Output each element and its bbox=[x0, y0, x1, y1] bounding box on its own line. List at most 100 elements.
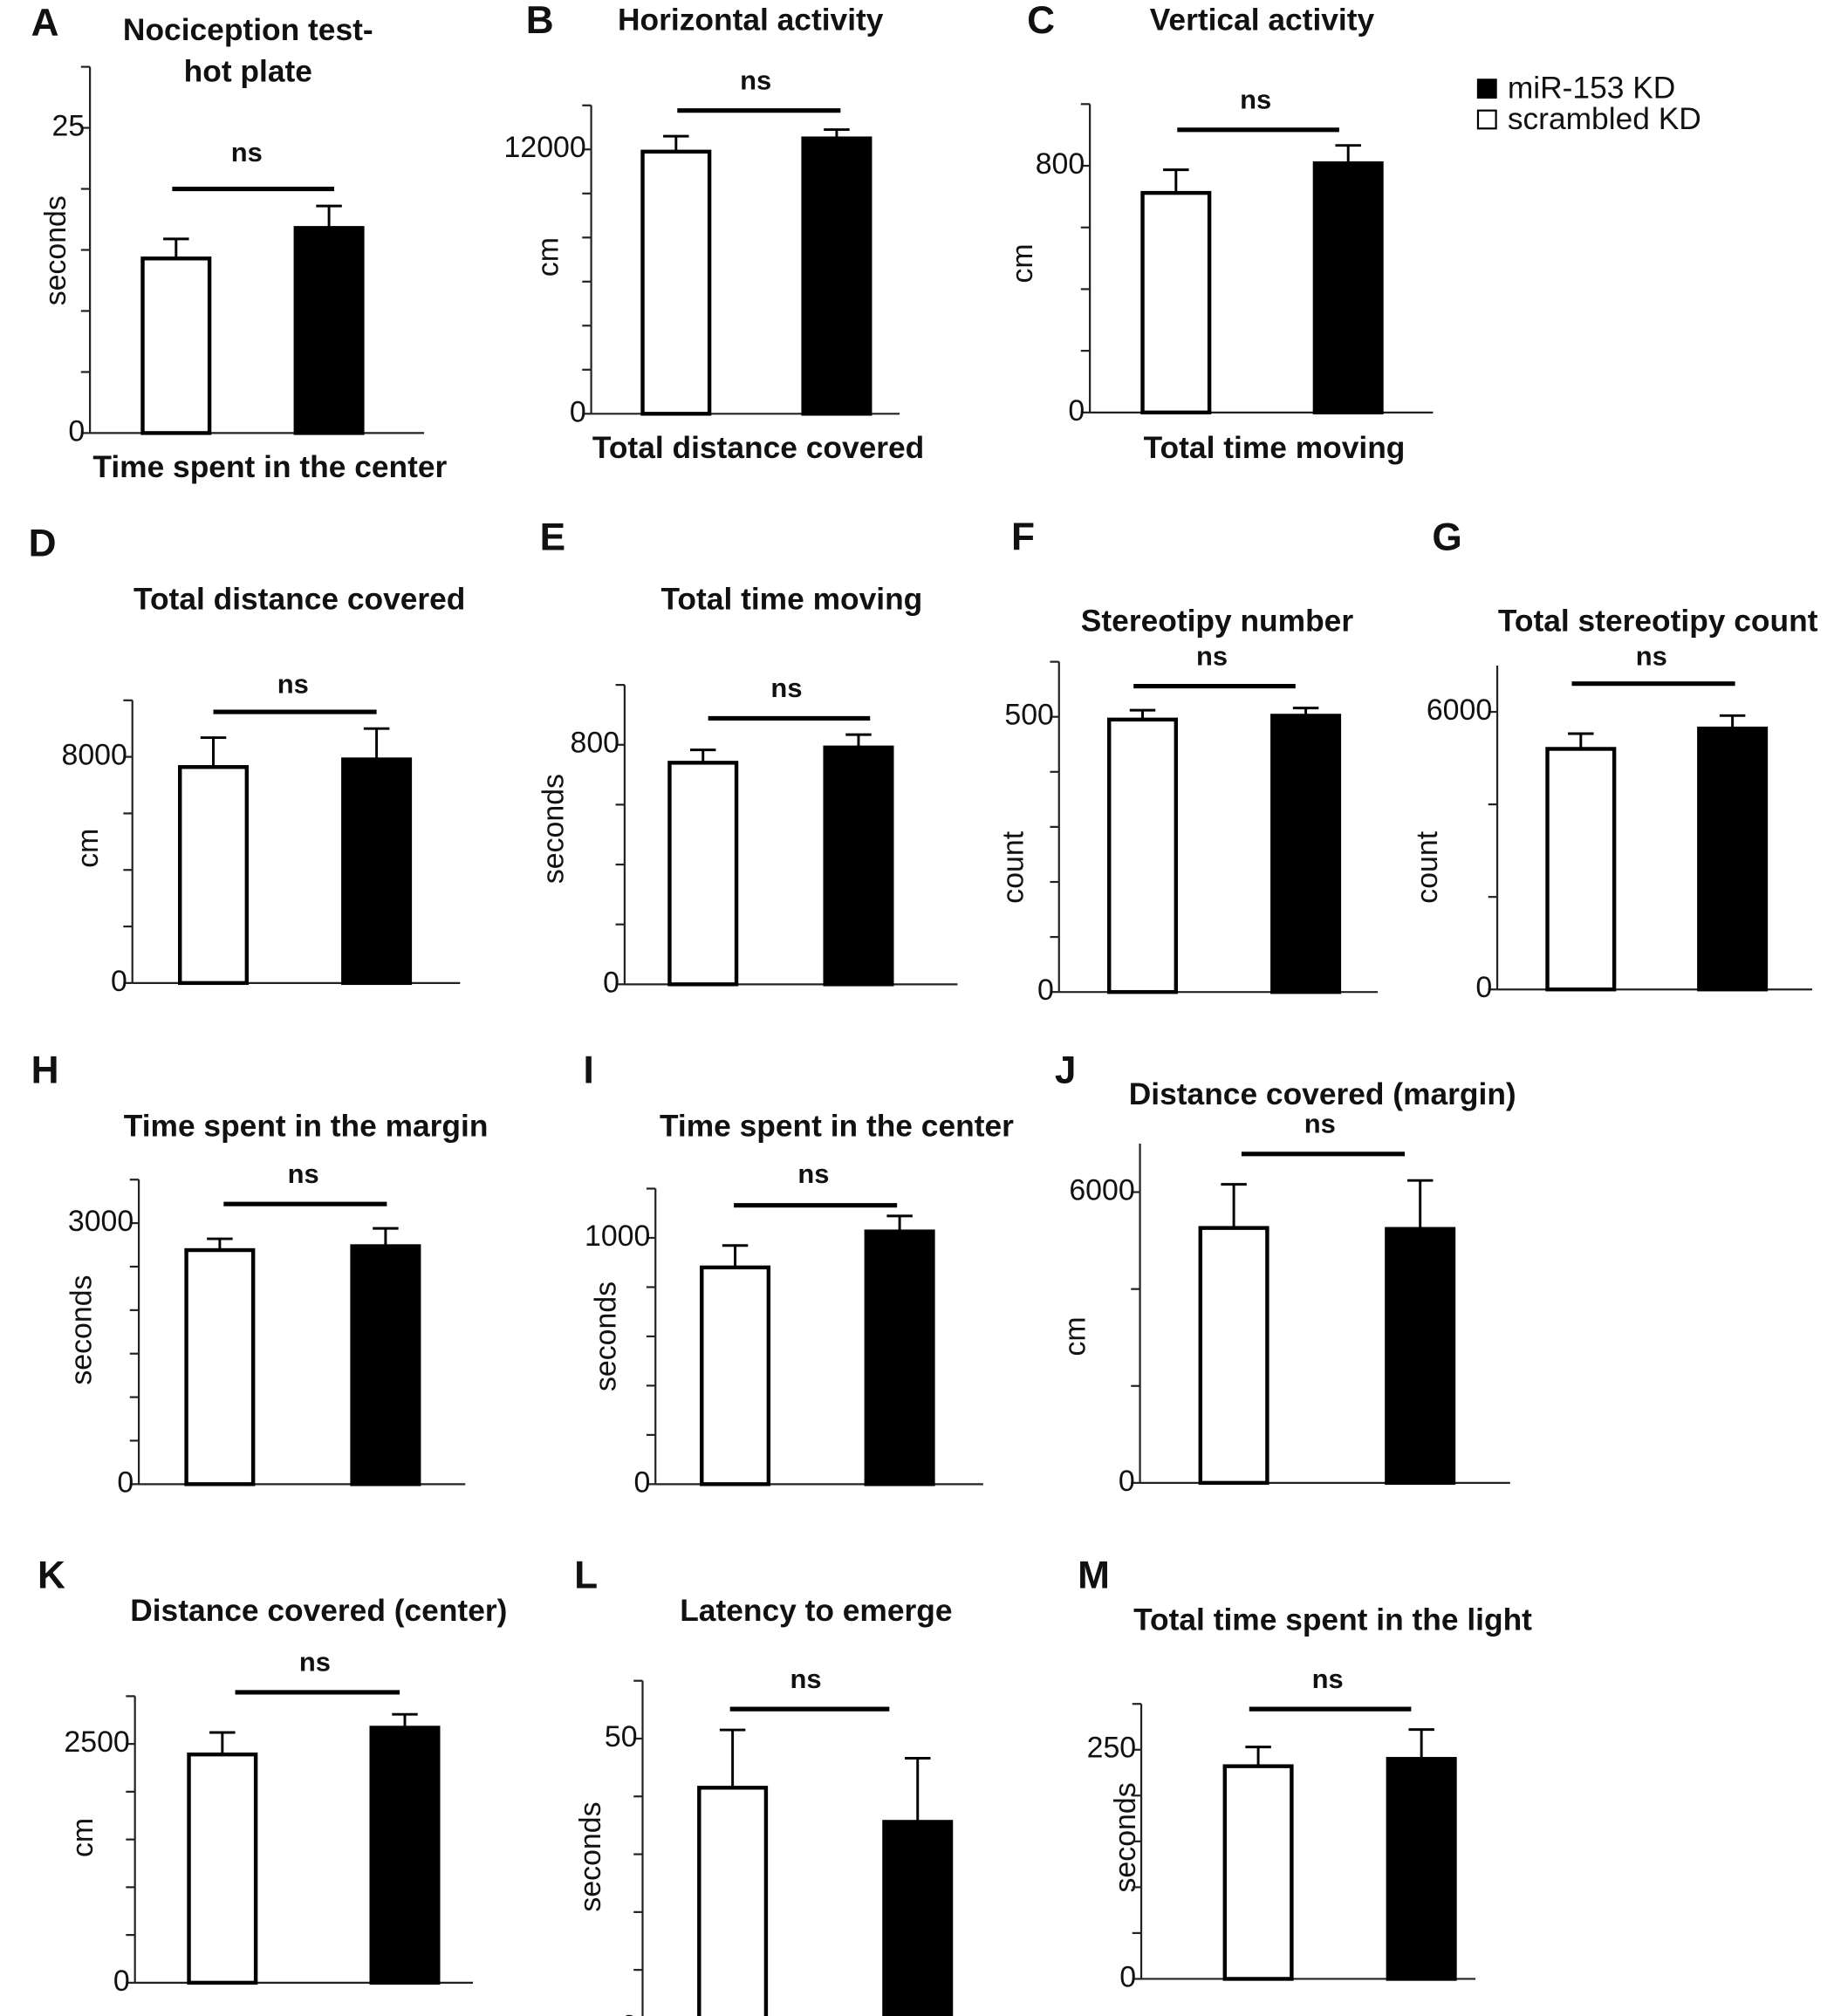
panel-letter: A bbox=[31, 2, 59, 44]
bar bbox=[823, 745, 894, 987]
y-axis-label: seconds bbox=[537, 774, 570, 884]
annotation: ns bbox=[231, 137, 263, 167]
chart-title: Stereotipy number bbox=[1081, 605, 1354, 639]
legend-label: scrambled KD bbox=[1508, 102, 1701, 136]
panel-letter: I bbox=[584, 1049, 594, 1092]
y-tick-label: 6000 bbox=[1427, 694, 1492, 727]
bar bbox=[667, 761, 739, 987]
legend-label: miR-153 KD bbox=[1508, 71, 1675, 105]
y-axis-label: seconds bbox=[65, 1275, 99, 1385]
y-axis-label: count bbox=[997, 830, 1030, 903]
x-axis-label: Total distance covered bbox=[592, 431, 924, 465]
panel-letter: J bbox=[1055, 1049, 1077, 1092]
bar bbox=[864, 1229, 935, 1486]
y-tick-label: 50 bbox=[605, 1720, 638, 1753]
y-tick-label: 3000 bbox=[68, 1205, 133, 1238]
bar bbox=[341, 757, 413, 986]
annotation: ns bbox=[299, 1647, 331, 1678]
y-tick-label: 0 bbox=[1475, 971, 1492, 1004]
bar bbox=[1107, 717, 1179, 994]
panel-letter: D bbox=[29, 523, 57, 565]
chart-title: Total distance covered bbox=[133, 583, 465, 617]
x-axis-label: Total time moving bbox=[1144, 431, 1406, 465]
panel-letter: L bbox=[574, 1555, 598, 1597]
y-tick-label: 12000 bbox=[504, 131, 586, 164]
annotation: ns bbox=[740, 65, 771, 95]
bar bbox=[697, 1786, 769, 2016]
bar bbox=[178, 765, 250, 986]
y-axis-label: cm bbox=[1006, 243, 1039, 283]
bar bbox=[1222, 1764, 1294, 1981]
bar bbox=[1545, 747, 1617, 992]
y-tick-label: 2500 bbox=[64, 1726, 129, 1759]
y-axis-label: seconds bbox=[590, 1281, 623, 1391]
chart-title: Total time spent in the light bbox=[1133, 1603, 1532, 1637]
y-tick-label: 0 bbox=[570, 395, 586, 428]
bar bbox=[369, 1726, 441, 1985]
y-tick-label: 8000 bbox=[62, 739, 127, 772]
annotation: ns bbox=[277, 669, 309, 700]
annotation: ns bbox=[797, 1158, 829, 1189]
y-tick-label: 0 bbox=[603, 966, 619, 999]
bar bbox=[1198, 1226, 1269, 1486]
panel-letter: M bbox=[1078, 1555, 1110, 1597]
annotation: ns bbox=[1312, 1664, 1344, 1694]
y-tick-label: 0 bbox=[621, 2009, 638, 2016]
annotation: ns bbox=[1196, 640, 1228, 671]
bar bbox=[293, 226, 365, 435]
y-axis-label: cm bbox=[72, 829, 105, 868]
bar bbox=[1140, 190, 1212, 415]
bar bbox=[1697, 726, 1769, 992]
y-tick-label: 6000 bbox=[1069, 1173, 1134, 1206]
y-tick-label: 0 bbox=[1119, 1960, 1136, 1993]
chart-title: Distance covered (center) bbox=[130, 1594, 507, 1628]
y-tick-label: 0 bbox=[113, 1965, 130, 1998]
annotation: ns bbox=[1240, 85, 1271, 115]
panel-letter: G bbox=[1432, 516, 1461, 558]
y-axis-label: cm bbox=[1058, 1316, 1092, 1356]
bar bbox=[1385, 1227, 1456, 1486]
annotation: ns bbox=[288, 1158, 319, 1189]
chart-title: Time spent in the center bbox=[660, 1110, 1014, 1144]
bar bbox=[350, 1244, 421, 1486]
chart-title: Latency to emerge bbox=[680, 1594, 952, 1628]
y-tick-label: 500 bbox=[1004, 699, 1054, 732]
annotation: ns bbox=[790, 1664, 822, 1694]
legend-swatch bbox=[1476, 109, 1497, 130]
y-tick-label: 0 bbox=[634, 1466, 651, 1499]
panel-letter: H bbox=[31, 1049, 59, 1092]
chart-title: hot plate bbox=[184, 54, 312, 88]
chart-title: Nociception test- bbox=[123, 13, 373, 47]
bar bbox=[140, 256, 212, 435]
y-tick-label: 800 bbox=[570, 727, 619, 760]
chart-title: Total time moving bbox=[660, 583, 922, 617]
y-tick-label: 0 bbox=[1119, 1465, 1135, 1498]
panel-letter: K bbox=[38, 1555, 65, 1597]
panel-letter: B bbox=[526, 0, 554, 42]
panel-letter: F bbox=[1011, 516, 1035, 558]
chart-title: Vertical activity bbox=[1150, 3, 1375, 37]
legend-swatch bbox=[1476, 79, 1497, 99]
y-tick-label: 25 bbox=[52, 110, 86, 143]
bar bbox=[1386, 1757, 1457, 1981]
bar bbox=[1312, 161, 1384, 415]
y-tick-label: 250 bbox=[1087, 1732, 1137, 1765]
y-axis-label: count bbox=[1411, 830, 1444, 903]
y-tick-label: 0 bbox=[68, 414, 85, 448]
y-axis-label: cm bbox=[531, 237, 565, 277]
chart-title: Horizontal activity bbox=[618, 3, 884, 37]
panel-letter: E bbox=[540, 516, 565, 558]
annotation: ns bbox=[1636, 640, 1667, 671]
chart-title: Distance covered (margin) bbox=[1129, 1077, 1516, 1111]
bar bbox=[184, 1247, 256, 1486]
y-axis-label: cm bbox=[66, 1818, 99, 1857]
y-tick-label: 800 bbox=[1036, 147, 1085, 181]
y-tick-label: 0 bbox=[117, 1466, 133, 1499]
y-axis-label: seconds bbox=[39, 195, 72, 305]
bar bbox=[700, 1265, 771, 1486]
y-tick-label: 0 bbox=[111, 965, 127, 998]
y-axis-label: seconds bbox=[574, 1801, 607, 1911]
bar bbox=[882, 1820, 954, 2016]
